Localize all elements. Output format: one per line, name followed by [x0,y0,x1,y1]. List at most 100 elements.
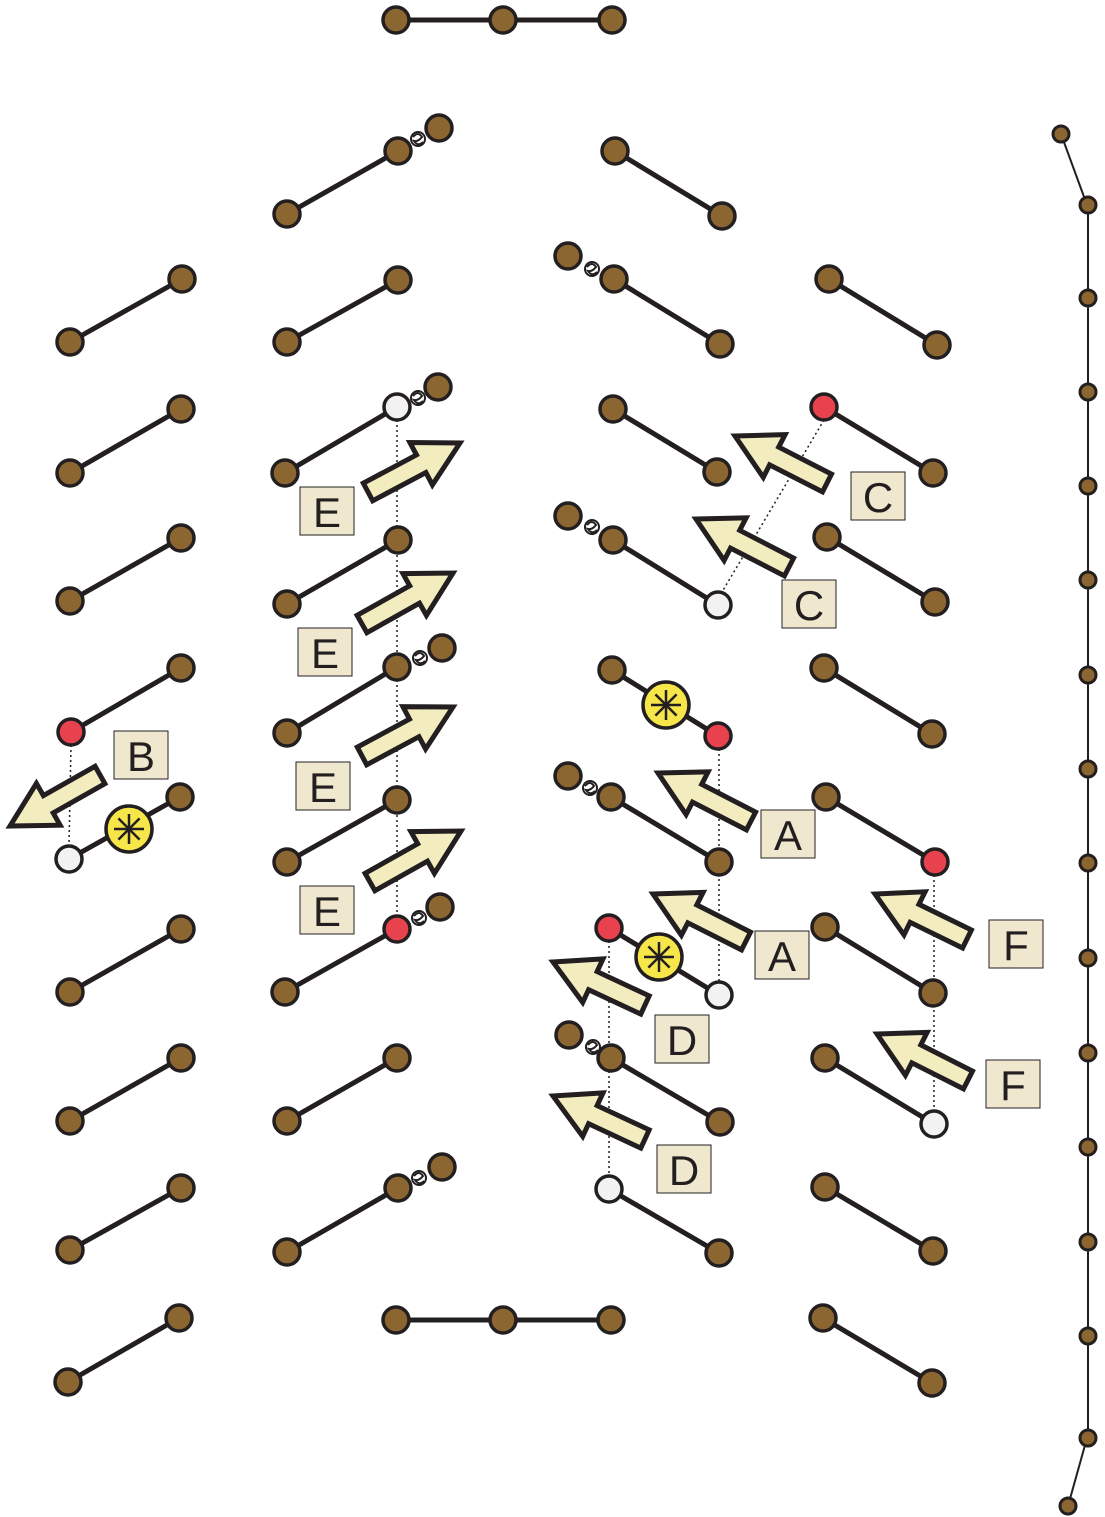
label-A1: A [774,812,802,859]
arrow-icon [653,769,759,834]
atom [598,525,628,555]
swirl-curl [585,263,598,276]
atom [918,978,948,1008]
swirl-curl [411,392,424,405]
atom [381,1305,411,1335]
bond-line [822,1055,937,1127]
label-D2: D [669,1147,699,1194]
atom [920,587,950,617]
side-chain-atom [1078,195,1098,215]
atom [812,522,842,552]
label-box-D1 [654,1014,710,1064]
atom [553,241,583,271]
label-box-C2 [781,579,837,629]
atom [918,1236,948,1266]
bond-line [282,926,400,995]
bond-line [68,665,184,735]
side-chain-link [1060,133,1088,206]
bond-line [67,406,184,476]
side-chain-atom [1078,853,1098,873]
atom [382,785,412,815]
atom [166,523,196,553]
star-defect-icon [634,932,684,982]
bond-line [67,1185,184,1253]
bond-line [608,794,722,865]
vacancy-atom [919,1109,949,1139]
side-chain-atom [1078,288,1098,308]
atom [810,912,840,942]
atom [918,458,948,488]
swirl-defect-icon [411,910,427,926]
label-E2: E [311,630,339,677]
atom [423,372,453,402]
atom [166,1173,196,1203]
atom [597,655,627,685]
arrow-icon [648,889,754,954]
atom [811,782,841,812]
swirl-curl [413,652,426,665]
arrow-icon [691,515,797,580]
side-chain-atom [1078,948,1098,968]
star-spoke [654,693,678,717]
swirl-defect-icon [410,131,426,147]
side-chain-atom [1078,1043,1098,1063]
arrow-icon [361,828,466,895]
atom [553,501,583,531]
bond-line [822,924,936,996]
label-box-A2 [754,930,810,980]
highlighted-atom [56,717,86,747]
highlighted-atom [703,721,733,751]
label-C1: C [863,474,893,521]
label-box-E3 [295,761,351,811]
atom [597,5,627,35]
label-box-E4 [299,885,355,935]
atom [166,394,196,424]
label-E3: E [309,764,337,811]
swirl-curl [411,133,424,146]
atom [164,1303,194,1333]
highlighted-atom [594,913,624,943]
swirl-curl [583,782,596,795]
bond-line [284,797,400,865]
swirl-defect-icon [584,519,600,535]
atom [381,5,411,35]
atom [55,977,85,1007]
dotted-guides-layer [68,419,935,1176]
bond-line [821,665,935,737]
bond-line [822,1184,936,1254]
side-chain-atom [1078,382,1098,402]
bond-line [67,535,184,604]
atom [55,586,85,616]
bond-line [284,664,400,736]
vacancy-atom [382,392,412,422]
bond-line [284,1055,400,1124]
atom [922,330,952,360]
highlighted-atom [809,392,839,422]
vacancy-atom [54,844,84,874]
atom [270,977,300,1007]
atom [167,264,197,294]
vacancy-atom [703,590,733,620]
atom [704,1238,734,1268]
atom [596,782,626,812]
atom [166,1043,196,1073]
side-chain-atom [1078,1232,1098,1252]
atom [707,201,737,231]
side-chain-atom [1078,1326,1098,1346]
swirl-curl [586,1041,599,1054]
atom [272,1106,302,1136]
bond-line [826,276,940,348]
label-box-D2 [656,1144,712,1194]
swirl-curl [412,1172,425,1185]
label-box-E2 [297,627,353,677]
label-E4: E [313,888,341,935]
label-C2: C [794,582,824,629]
atom [424,113,454,143]
arrow-icon [359,439,465,505]
bond-line [284,148,401,217]
arrow-icon [870,889,975,952]
label-A2: A [768,933,796,980]
bond-line [824,534,938,605]
label-box-C1 [850,471,906,521]
